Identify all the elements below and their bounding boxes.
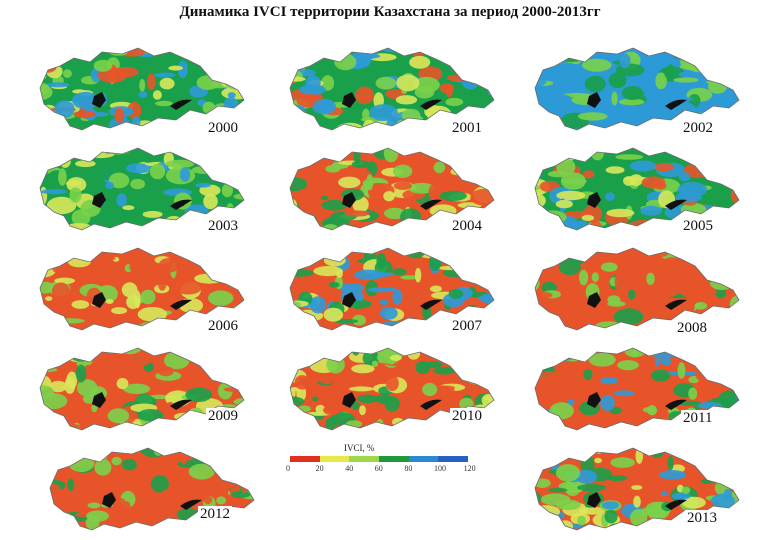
kazakhstan-map-2006 [39,247,245,331]
year-label-2003: 2003 [206,218,240,234]
legend-title: IVCI, % [344,443,375,453]
map-panel-2008: 2008 [525,240,755,338]
year-label-2013: 2013 [685,510,719,526]
map-panel-2002: 2002 [525,40,755,138]
lake-balkhash-shape [420,399,442,410]
lake-balkhash-shape [170,199,192,210]
kazakhstan-map-2013 [534,447,740,531]
aral-sea-shape [92,92,106,108]
year-label-2006: 2006 [206,318,240,334]
map-panel-2007: 2007 [280,240,510,338]
kazakhstan-map-2007 [289,247,495,331]
kazakhstan-map-2000 [39,47,245,131]
legend-tick: 100 [434,464,446,473]
legend-color-bar [290,456,469,462]
map-panel-2011: 2011 [525,340,755,438]
lake-balkhash-shape [170,399,192,410]
aral-sea-shape [587,192,601,208]
year-label-2000: 2000 [206,120,240,136]
aral-sea-shape [342,92,356,108]
map-panel-2009: 2009 [30,340,260,438]
ivci-legend: IVCI, % 0 20 40 60 80 100 120 [284,443,476,484]
lake-balkhash-shape [420,99,442,110]
year-label-2001: 2001 [450,120,484,136]
kazakhstan-map-2005 [534,147,740,231]
year-label-2008: 2008 [675,320,709,336]
aral-sea-shape [92,192,106,208]
year-label-2007: 2007 [450,318,484,334]
year-label-2011: 2011 [681,410,715,426]
map-panel-2005: 2005 [525,140,755,238]
year-label-2012: 2012 [198,506,232,522]
aral-sea-shape [342,192,356,208]
kazakhstan-map-2002 [534,47,740,131]
legend-swatch [319,456,350,462]
lake-balkhash-shape [665,199,687,210]
kazakhstan-map-2001 [289,47,495,131]
legend-swatch [349,456,380,462]
page-title: Динамика IVCI территории Казахстана за п… [179,4,601,20]
lake-balkhash-shape [420,199,442,210]
legend-tick: 40 [345,464,354,473]
lake-balkhash-shape [665,499,687,510]
legend-swatch [408,456,439,462]
legend-tick: 20 [315,464,324,473]
legend-swatch [290,456,320,462]
year-label-2010: 2010 [450,408,484,424]
year-label-2005: 2005 [681,218,715,234]
map-panel-2010: 2010 [280,340,510,438]
aral-sea-shape [342,392,356,408]
map-panel-2001: 2001 [280,40,510,138]
legend-tick: 80 [404,464,413,473]
lake-balkhash-shape [180,499,202,510]
map-panel-2012: 2012 [40,440,270,538]
aral-sea-shape [92,392,106,408]
lake-balkhash-shape [170,99,192,110]
year-label-2004: 2004 [450,218,484,234]
aral-sea-shape [342,292,356,308]
map-panel-2013: 2013 [525,440,755,538]
lake-balkhash-shape [170,299,192,310]
legend-swatch [379,456,409,462]
legend-swatch [438,456,469,462]
legend-tick: 0 [286,464,290,473]
lake-balkhash-shape [420,299,442,310]
aral-sea-shape [587,292,601,308]
lake-balkhash-shape [665,399,687,410]
map-panel-2006: 2006 [30,240,260,338]
year-label-2009: 2009 [206,408,240,424]
aral-sea-shape [102,492,116,508]
legend-tick: 60 [374,464,383,473]
map-panel-2000: 2000 [30,40,260,138]
kazakhstan-map-2003 [39,147,245,231]
kazakhstan-map-2004 [289,147,495,231]
map-panel-2003: 2003 [30,140,260,238]
aral-sea-shape [587,392,601,408]
legend-tick: 120 [463,464,476,473]
kazakhstan-map-2011 [534,347,740,431]
map-panel-2004: 2004 [280,140,510,238]
aral-sea-shape [587,92,601,108]
year-label-2002: 2002 [681,120,715,136]
kazakhstan-map-2008 [534,247,740,331]
lake-balkhash-shape [665,99,687,110]
aral-sea-shape [587,492,601,508]
kazakhstan-map-2012 [49,447,255,531]
aral-sea-shape [92,292,106,308]
lake-balkhash-shape [665,299,687,310]
